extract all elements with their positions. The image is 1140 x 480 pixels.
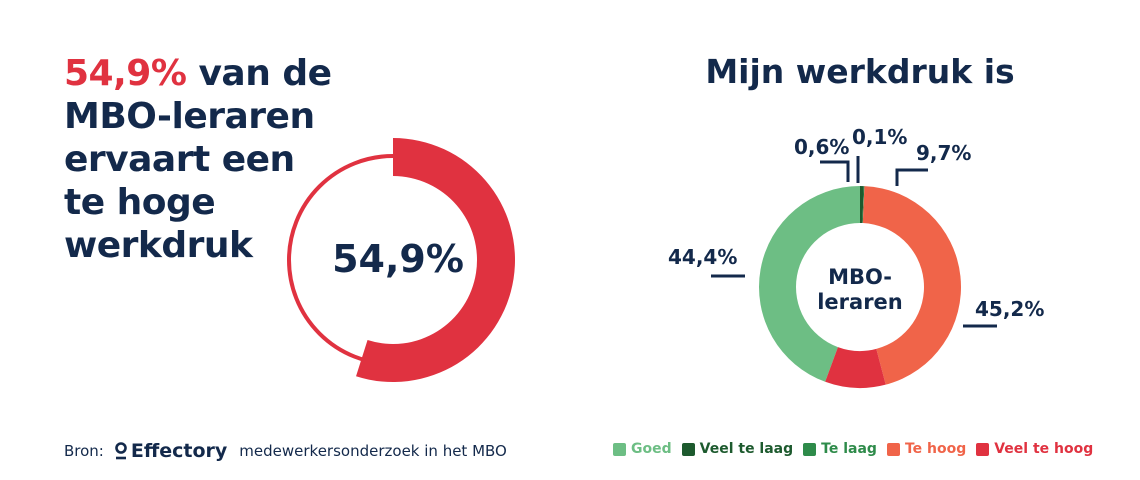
- left-donut: 54,9%: [287, 138, 516, 383]
- leader-veel-te-hoog: [895, 168, 928, 186]
- headline-highlight: 54,9%: [64, 53, 187, 94]
- legend-swatch: [886, 442, 900, 456]
- legend-item: Te laag: [803, 441, 877, 457]
- slice-te-laag: [862, 186, 865, 224]
- label-veel-te-hoog: 9,7%: [916, 141, 971, 165]
- legend-item: Goed: [613, 441, 672, 457]
- left-donut-value: 54,9%: [332, 237, 464, 281]
- legend-label: Te hoog: [904, 441, 967, 457]
- legend-label: Veel te laag: [699, 441, 794, 457]
- leader-lines: [711, 156, 997, 328]
- right-donut: MBO- leraren: [758, 186, 962, 389]
- legend-swatch: [803, 442, 817, 456]
- legend-label: Te laag: [821, 441, 877, 457]
- legend-label: Veel te hoog: [994, 441, 1094, 457]
- effectory-logo: Effectory: [114, 440, 227, 462]
- slice-te-hoog: [862, 186, 962, 385]
- leader-veel-te-laag: [820, 160, 850, 182]
- headline: 54,9% van de MBO-leraren ervaart een te …: [64, 52, 334, 267]
- donut-center-line1: MBO-: [828, 265, 892, 289]
- legend-item: Veel te laag: [681, 441, 794, 457]
- logo-text: Effectory: [130, 440, 228, 462]
- legend-item: Veel te hoog: [976, 441, 1093, 457]
- legend-label: Goed: [631, 441, 672, 457]
- source-text: medewerkersonderzoek in het MBO: [239, 442, 507, 460]
- label-te-laag: 0,1%: [852, 125, 907, 149]
- label-te-hoog: 45,2%: [975, 297, 1044, 321]
- label-veel-te-laag: 0,6%: [794, 135, 849, 159]
- slice-veel-te-hoog: [825, 347, 886, 389]
- logo-pin-icon: [115, 442, 127, 460]
- legend-swatch: [976, 442, 990, 456]
- legend-swatch: [681, 442, 695, 456]
- source-line: Bron: Effectory medewerkersonderzoek in …: [64, 440, 507, 462]
- donut-center-line2: leraren: [817, 290, 903, 314]
- source-prefix: Bron:: [64, 442, 104, 460]
- legend-item: Te hoog: [886, 441, 967, 457]
- label-goed: 44,4%: [668, 245, 737, 269]
- left-donut-arc: [356, 138, 516, 383]
- legend: Goed Veel te laag Te laag Te hoog Veel te ho…: [613, 441, 1093, 457]
- headline-text: van de MBO-leraren ervaart een te hoge w…: [64, 53, 332, 266]
- slice-veel-te-laag: [860, 186, 864, 224]
- slice-goed: [758, 186, 860, 382]
- donut-title: Mijn werkdruk is: [705, 52, 1015, 91]
- legend-swatch: [613, 442, 626, 456]
